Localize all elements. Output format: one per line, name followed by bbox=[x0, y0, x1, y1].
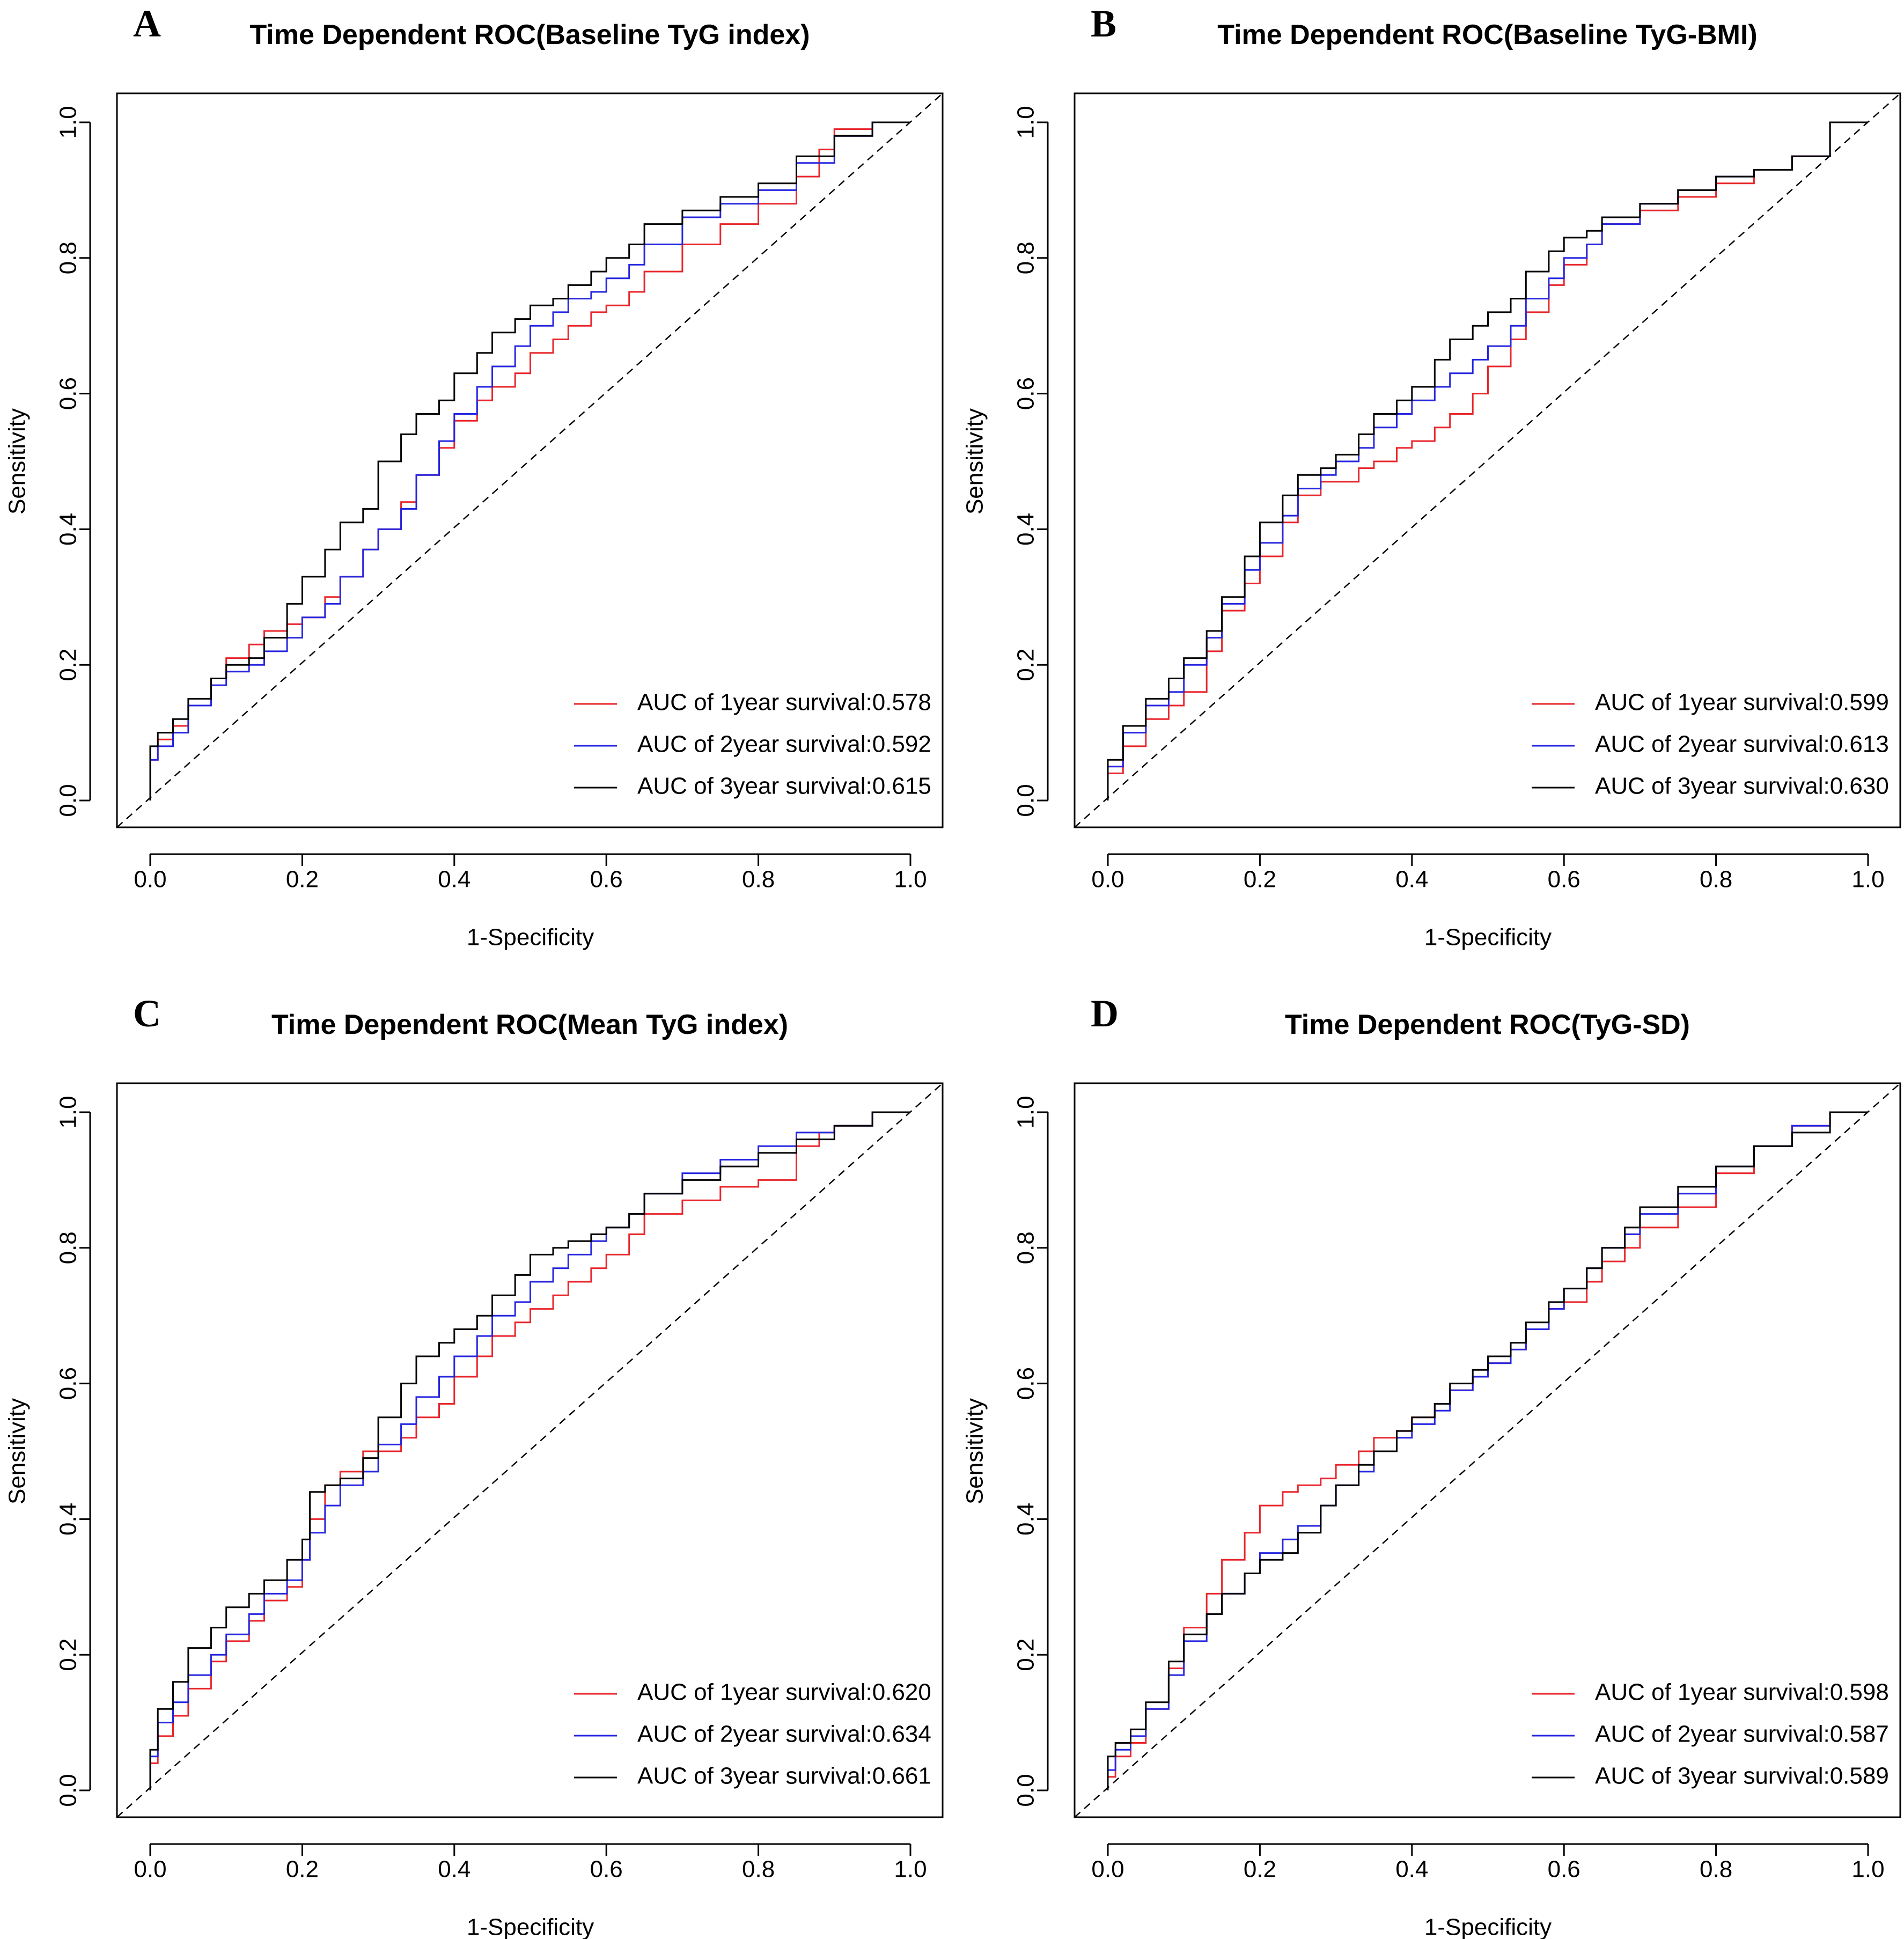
legend-entry-1year: AUC of 1year survival:0.598 bbox=[1595, 1679, 1889, 1706]
y-tick-label: 0.0 bbox=[1013, 784, 1039, 817]
chart-title: Time Dependent ROC(Baseline TyG-BMI) bbox=[1217, 19, 1757, 50]
y-tick-label: 1.0 bbox=[55, 1096, 82, 1128]
legend-entry-1year: AUC of 1year survival:0.578 bbox=[637, 689, 931, 716]
x-tick-label: 0.2 bbox=[1244, 866, 1276, 893]
x-tick-label: 0.2 bbox=[1244, 1856, 1276, 1883]
x-tick-label: 0.8 bbox=[1700, 1856, 1732, 1883]
plot-frame bbox=[116, 1082, 944, 1818]
y-tick-label: 0.8 bbox=[55, 1231, 82, 1264]
chart-title: Time Dependent ROC(Baseline TyG index) bbox=[249, 19, 810, 50]
x-axis-label: 1-Specificity bbox=[1424, 924, 1552, 951]
y-tick-label: 0.8 bbox=[55, 241, 82, 274]
y-tick-label: 0.2 bbox=[1013, 649, 1039, 681]
x-tick-label: 0.4 bbox=[1395, 866, 1428, 893]
roc-curve-3year bbox=[149, 1111, 910, 1790]
x-tick-label: 0.0 bbox=[134, 1856, 166, 1883]
roc-panel-d: D Time Dependent ROC(TyG-SD) 0.0 0.2 0.4 0.6 0… bbox=[962, 992, 1901, 1939]
x-axis-label: 1-Specificity bbox=[1424, 1914, 1552, 1939]
x-tick-label: 0.8 bbox=[1700, 866, 1732, 893]
legend-entry-2year: AUC of 2year survival:0.613 bbox=[1595, 731, 1889, 758]
y-tick-label: 0.4 bbox=[1013, 1503, 1039, 1536]
chart-title: Time Dependent ROC(TyG-SD) bbox=[1285, 1009, 1690, 1040]
legend-entry-3year: AUC of 3year survival:0.615 bbox=[637, 773, 931, 799]
roc-panel-b: B Time Dependent ROC(Baseline TyG-BMI) 0.0… bbox=[962, 2, 1901, 951]
chance-diagonal bbox=[1074, 1083, 1901, 1818]
y-tick-label: 0.6 bbox=[1013, 377, 1039, 410]
x-axis-label: 1-Specificity bbox=[467, 1914, 594, 1939]
x-tick-label: 0.8 bbox=[742, 866, 775, 893]
roc-curve-3year bbox=[1107, 121, 1868, 800]
roc-panel-a: A Time Dependent ROC(Baseline TyG index) 0… bbox=[4, 2, 944, 951]
panel-letter: A bbox=[133, 2, 161, 45]
legend-entry-3year: AUC of 3year survival:0.589 bbox=[1595, 1763, 1889, 1789]
legend-entry-2year: AUC of 2year survival:0.592 bbox=[637, 731, 931, 758]
y-tick-label: 0.4 bbox=[1013, 513, 1039, 546]
x-tick-label: 0.2 bbox=[286, 866, 319, 893]
x-tick-label: 0.4 bbox=[438, 866, 471, 893]
x-tick-label: 0.6 bbox=[1548, 1856, 1580, 1883]
legend-entry-2year: AUC of 2year survival:0.587 bbox=[1595, 1721, 1889, 1747]
x-tick-label: 0.0 bbox=[134, 866, 166, 893]
y-tick-label: 0.2 bbox=[55, 1639, 82, 1671]
x-axis-label: 1-Specificity bbox=[467, 924, 594, 951]
y-tick-label: 1.0 bbox=[1013, 106, 1039, 138]
x-tick-label: 0.0 bbox=[1091, 866, 1124, 893]
y-axis-label: Sensitivity bbox=[962, 1398, 988, 1504]
legend-entry-3year: AUC of 3year survival:0.630 bbox=[1595, 773, 1889, 799]
x-tick-label: 1.0 bbox=[894, 866, 927, 893]
x-tick-label: 1.0 bbox=[1851, 866, 1884, 893]
x-tick-label: 1.0 bbox=[894, 1856, 927, 1883]
x-tick-label: 0.8 bbox=[742, 1856, 775, 1883]
y-tick-label: 0.0 bbox=[1013, 1774, 1039, 1806]
plot-frame bbox=[1074, 1082, 1901, 1818]
y-tick-label: 0.2 bbox=[1013, 1639, 1039, 1671]
legend-entry-1year: AUC of 1year survival:0.620 bbox=[637, 1679, 931, 1706]
y-tick-label: 1.0 bbox=[55, 106, 82, 138]
x-tick-label: 0.6 bbox=[1548, 866, 1580, 893]
x-tick-label: 0.2 bbox=[286, 1856, 319, 1883]
plot-frame bbox=[1074, 92, 1901, 828]
y-tick-label: 1.0 bbox=[1013, 1096, 1039, 1128]
roc-curve-3year bbox=[149, 121, 910, 800]
chart-title: Time Dependent ROC(Mean TyG index) bbox=[271, 1009, 788, 1040]
chance-diagonal bbox=[116, 1083, 943, 1818]
y-tick-label: 0.6 bbox=[55, 1367, 82, 1400]
legend-entry-1year: AUC of 1year survival:0.599 bbox=[1595, 689, 1889, 716]
x-tick-label: 0.6 bbox=[590, 1856, 623, 1883]
y-tick-label: 0.0 bbox=[55, 1774, 82, 1806]
y-tick-label: 0.6 bbox=[55, 377, 82, 410]
y-axis-label: Sensitivity bbox=[4, 408, 31, 515]
chance-diagonal bbox=[1074, 93, 1901, 828]
y-tick-label: 0.4 bbox=[55, 1503, 82, 1536]
panel-letter: D bbox=[1091, 992, 1119, 1035]
x-tick-label: 0.0 bbox=[1091, 1856, 1124, 1883]
x-tick-label: 1.0 bbox=[1851, 1856, 1884, 1883]
panel-letter: B bbox=[1091, 2, 1116, 45]
y-tick-label: 0.2 bbox=[55, 649, 82, 681]
y-axis-label: Sensitivity bbox=[4, 1398, 31, 1504]
panel-letter: C bbox=[133, 992, 161, 1035]
y-tick-label: 0.8 bbox=[1013, 241, 1039, 274]
roc-curve-1year bbox=[149, 1111, 910, 1790]
y-tick-label: 0.0 bbox=[55, 784, 82, 817]
y-tick-label: 0.4 bbox=[55, 513, 82, 546]
y-tick-label: 0.6 bbox=[1013, 1367, 1039, 1400]
roc-panel-c: C Time Dependent ROC(Mean TyG index) 0.0 0.… bbox=[4, 992, 944, 1939]
x-tick-label: 0.4 bbox=[438, 1856, 471, 1883]
roc-curve-3year bbox=[1107, 1111, 1868, 1790]
legend-entry-2year: AUC of 2year survival:0.634 bbox=[637, 1721, 931, 1747]
y-axis-label: Sensitivity bbox=[962, 408, 988, 515]
legend-entry-3year: AUC of 3year survival:0.661 bbox=[637, 1763, 931, 1789]
y-tick-label: 0.8 bbox=[1013, 1231, 1039, 1264]
plot-frame bbox=[116, 92, 944, 828]
chance-diagonal bbox=[116, 93, 943, 828]
x-tick-label: 0.6 bbox=[590, 866, 623, 893]
x-tick-label: 0.4 bbox=[1395, 1856, 1428, 1883]
